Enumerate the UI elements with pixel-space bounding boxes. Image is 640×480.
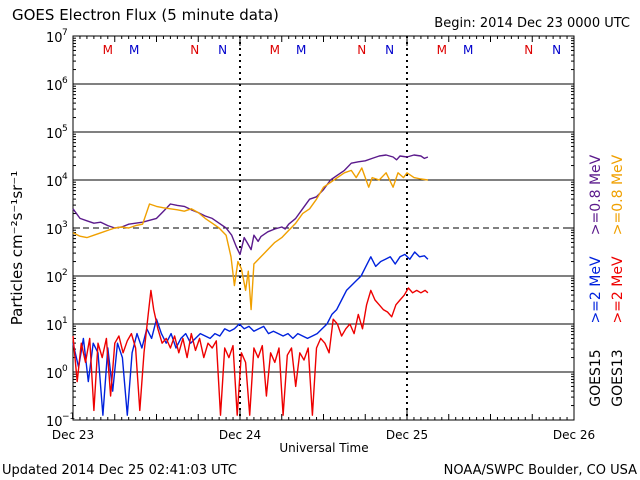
x-axis-label: Universal Time <box>279 441 368 455</box>
y-tick-exponent: 2 <box>62 268 68 278</box>
y-axis-label: Particles cm⁻²s⁻¹sr⁻¹ <box>8 171 26 325</box>
series-line-3 <box>72 251 429 416</box>
updated-timestamp: Updated 2014 Dec 25 02:41:03 UTC <box>2 463 237 478</box>
legend-entry: GOES15 <box>588 349 604 406</box>
mn-marker-n: N <box>190 43 199 57</box>
y-tick-label: 10 <box>46 415 63 430</box>
credit-label: NOAA/SWPC Boulder, CO USA <box>443 463 637 478</box>
y-tick-exponent: 4 <box>62 172 68 182</box>
mn-marker-n: N <box>385 43 394 57</box>
mn-marker-n: N <box>218 43 227 57</box>
legend-entry: >=2 MeV <box>610 256 626 324</box>
mn-marker-n: N <box>524 43 533 57</box>
mn-marker-m: M <box>103 43 113 57</box>
y-tick-exponent: 6 <box>62 76 68 86</box>
y-tick-label: 10 <box>46 319 63 334</box>
mn-marker-n: N <box>552 43 561 57</box>
y-tick-exponent: 3 <box>62 220 68 230</box>
y-tick-label: 10 <box>46 223 63 238</box>
x-tick-label: Dec 25 <box>386 428 428 442</box>
series-line-1 <box>72 154 429 256</box>
y-tick-label: 10 <box>46 271 63 286</box>
y-tick-label: 10 <box>46 31 63 46</box>
y-tick-label: 10 <box>46 367 63 382</box>
series-line-4 <box>72 287 429 416</box>
mn-marker-m: M <box>463 43 473 57</box>
mn-marker-m: M <box>296 43 306 57</box>
mn-marker-m: M <box>270 43 280 57</box>
legend-entry: >=0.8 MeV <box>588 154 604 235</box>
x-tick-label: Dec 23 <box>52 428 94 442</box>
y-tick-exponent: 7 <box>62 28 68 38</box>
y-tick-label: 10 <box>46 127 63 142</box>
legend-entry: >=2 MeV <box>588 256 604 324</box>
mn-marker-n: N <box>357 43 366 57</box>
y-tick-label: 10 <box>46 175 63 190</box>
x-tick-label: Dec 26 <box>553 428 595 442</box>
y-tick-exponent: 1 <box>62 316 68 326</box>
mn-marker-m: M <box>437 43 447 57</box>
begin-time-label: Begin: 2014 Dec 23 0000 UTC <box>434 16 630 31</box>
plot-frame <box>72 35 575 421</box>
y-tick-exponent: 0 <box>62 364 68 374</box>
legend-entry: >=0.8 MeV <box>610 154 626 235</box>
y-tick-exponent: −1 <box>62 412 75 422</box>
series-line-2 <box>72 167 428 311</box>
legend-entry: GOES13 <box>610 349 626 406</box>
y-tick-exponent: 5 <box>62 124 68 134</box>
x-tick-label: Dec 24 <box>219 428 261 442</box>
mn-marker-m: M <box>129 43 139 57</box>
chart-title: GOES Electron Flux (5 minute data) <box>12 6 279 24</box>
y-tick-label: 10 <box>46 79 63 94</box>
